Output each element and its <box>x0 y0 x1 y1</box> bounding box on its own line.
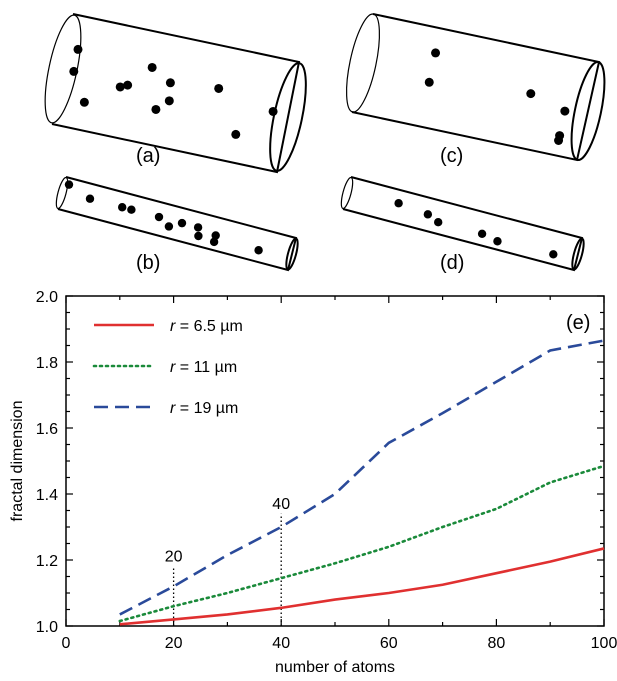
x-tick-label: 20 <box>165 635 183 652</box>
atom-a-4 <box>123 80 133 90</box>
x-tick-label: 40 <box>272 635 290 652</box>
atoms-c <box>424 48 570 145</box>
x-tick-label: 80 <box>488 635 506 652</box>
atom-c-2 <box>526 89 536 99</box>
atom-a-5 <box>147 62 157 72</box>
atom-d-4 <box>493 237 502 246</box>
atom-b-6 <box>177 218 187 228</box>
cylinder-d-left-end <box>340 176 354 210</box>
y-tick-label: 1.2 <box>36 553 58 570</box>
x-axis-label: number of atoms <box>275 659 395 676</box>
atom-c-5 <box>554 136 564 145</box>
panel-d: (d) <box>340 176 585 274</box>
atom-b-11 <box>254 246 263 255</box>
panel-label-b: (b) <box>136 252 160 274</box>
atom-b-10 <box>209 237 219 247</box>
y-axis-label: fractal dimension <box>9 401 26 522</box>
cylinder-b-body <box>57 176 298 272</box>
annotation-label-40: 40 <box>272 496 290 513</box>
legend-label-2: r = 19 µm <box>170 400 238 417</box>
atoms-a <box>69 44 278 139</box>
y-tick-label: 2.0 <box>36 289 58 306</box>
atom-a-6 <box>151 104 161 114</box>
panel-label-d: (d) <box>440 252 464 274</box>
axis-ticks <box>65 295 605 627</box>
x-tick-label: 60 <box>380 635 398 652</box>
panel-label-e: (e) <box>566 312 590 334</box>
panel-c: (c) <box>345 13 606 167</box>
series-lines <box>118 339 606 626</box>
atom-a-0 <box>73 44 83 54</box>
atom-b-3 <box>127 205 136 214</box>
cylinder-d-right-end <box>571 237 585 271</box>
atoms-d <box>394 199 558 259</box>
legend-label-0: r = 6.5 µm <box>170 318 243 335</box>
y-tick-label: 1.8 <box>36 355 58 372</box>
cylinder-c-body <box>351 13 601 162</box>
atoms-b <box>64 180 263 255</box>
legend-label-1: r = 11 µm <box>170 359 237 376</box>
atom-a-9 <box>214 83 224 93</box>
atom-d-3 <box>477 229 487 238</box>
atom-a-1 <box>69 66 79 76</box>
cylinder-c-right-end <box>570 61 606 161</box>
atom-b-2 <box>118 203 127 212</box>
atom-b-5 <box>164 222 174 231</box>
atom-b-8 <box>194 231 203 241</box>
cylinder-a-left-end <box>44 14 82 124</box>
cylinder-c-left-end <box>345 13 381 113</box>
atom-c-1 <box>424 77 434 87</box>
atom-b-9 <box>211 231 220 240</box>
series-line-0 <box>119 547 605 626</box>
atom-b-0 <box>64 180 74 189</box>
atom-c-3 <box>560 106 570 116</box>
y-tick-label: 1.0 <box>36 619 58 636</box>
plot-frame <box>65 295 605 627</box>
atom-a-2 <box>79 97 89 107</box>
cylinder-d-body <box>342 176 584 272</box>
atom-a-10 <box>231 129 241 139</box>
atom-c-0 <box>431 48 441 58</box>
atom-a-7 <box>164 96 174 106</box>
atom-d-1 <box>423 210 433 219</box>
atom-a-11 <box>268 106 278 116</box>
series-line-2 <box>119 339 605 616</box>
series-line-1 <box>118 464 606 623</box>
legend: r = 6.5 µm r = 11 µm r = 19 µm <box>92 318 243 417</box>
cylinder-b-left-end <box>55 176 69 210</box>
atom-b-1 <box>85 194 95 203</box>
atom-a-8 <box>165 78 175 88</box>
atom-a-3 <box>115 82 125 92</box>
y-tick-label: 1.4 <box>36 487 58 504</box>
atom-d-5 <box>549 250 558 259</box>
x-tick-label: 0 <box>62 635 71 652</box>
panel-label-a: (a) <box>136 145 160 167</box>
x-tick-label: 100 <box>591 635 617 652</box>
panel-a: (a) <box>44 13 307 174</box>
panel-label-c: (c) <box>440 145 463 167</box>
cylinder-b-right-end <box>285 237 299 271</box>
atom-d-0 <box>394 199 403 208</box>
atom-d-2 <box>434 218 443 227</box>
atom-b-4 <box>154 212 164 222</box>
annotation-label-20: 20 <box>165 549 183 566</box>
atom-b-7 <box>193 223 203 232</box>
cylinder-a-body <box>51 13 301 174</box>
panel-b: (b) <box>55 176 299 274</box>
y-tick-label: 1.6 <box>36 421 58 438</box>
